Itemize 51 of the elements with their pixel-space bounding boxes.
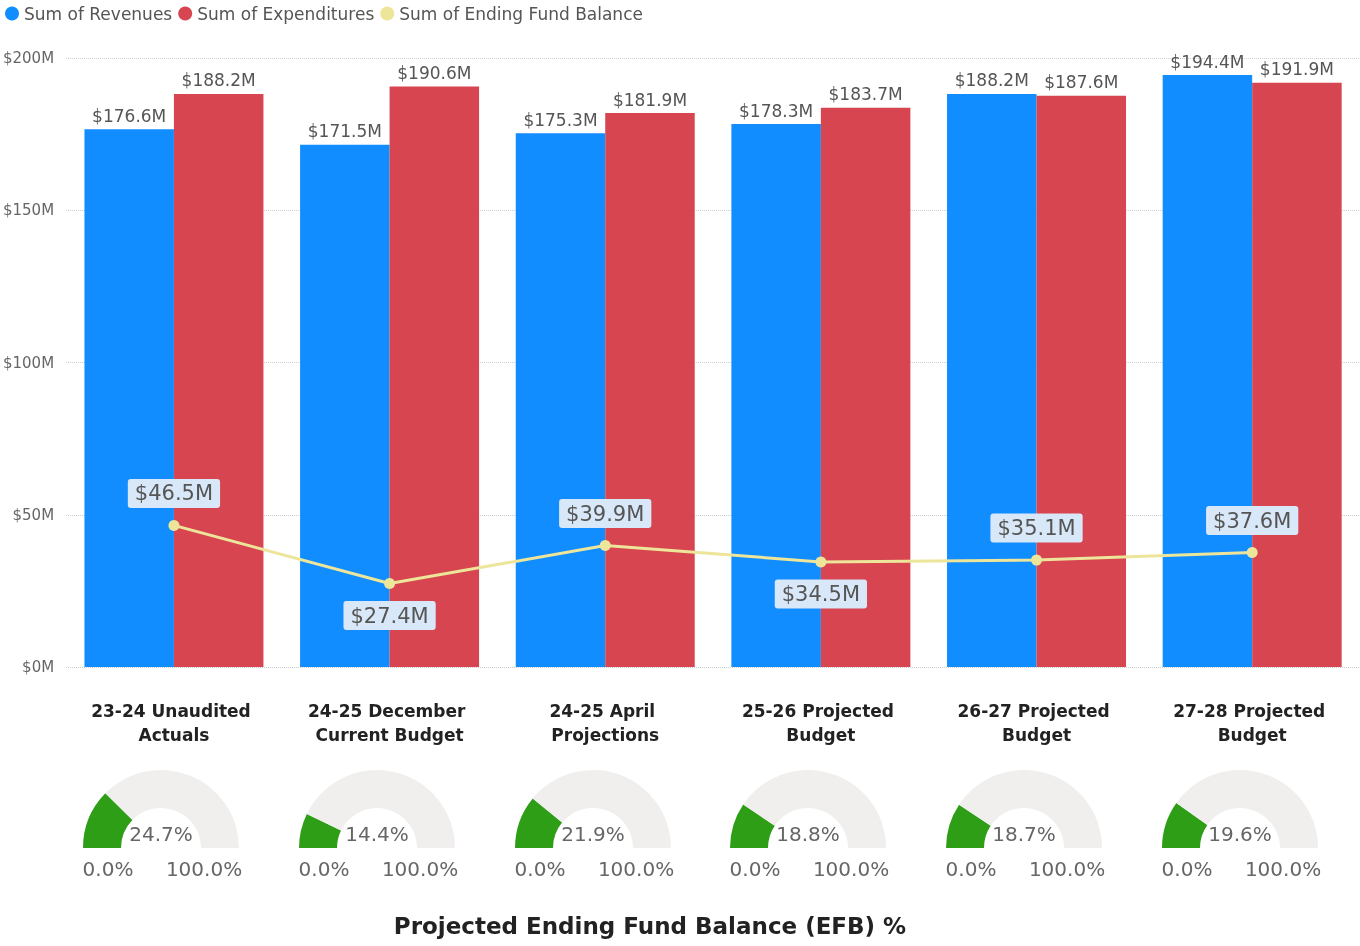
- data-label: $39.9M: [566, 501, 645, 526]
- text: 100.0%: [165, 857, 243, 881]
- x-tick-label: 26-27 Projected Budget: [957, 701, 1116, 745]
- text: 100.0%: [381, 857, 458, 881]
- data-label: $46.5M: [134, 481, 214, 506]
- y-tick-label: $100M: [2, 353, 55, 372]
- x-tick-label: 24-25 December Current Budget: [307, 701, 472, 745]
- data-label: $34.5M: [781, 581, 861, 606]
- data-label: $194.4M: [1170, 51, 1245, 72]
- data-label: $188.2M: [954, 70, 1029, 91]
- data-label: $178.3M: [739, 100, 814, 121]
- data-label: $181.9M: [612, 89, 688, 110]
- text: 100.0%: [1244, 857, 1322, 881]
- text: 24.7%: [129, 822, 193, 846]
- text: 0.0%: [730, 857, 781, 881]
- text: 100.0%: [813, 857, 890, 881]
- x-tick-label: 25-26 Projected Budget: [741, 701, 900, 745]
- data-label: $190.6M: [397, 63, 472, 84]
- text: 100.0%: [1029, 857, 1106, 881]
- y-tick-label: $200M: [2, 49, 55, 67]
- text: 0.0%: [82, 857, 134, 881]
- y-tick-label: $50M: [12, 505, 55, 524]
- data-label: $176.6M: [92, 105, 167, 126]
- text: 100.0%: [597, 857, 674, 881]
- legend-label: Sum of Ending Fund Balance: [399, 3, 643, 24]
- text: Projected Ending Fund Balance (EFB) %: [392, 913, 908, 939]
- data-label: $187.6M: [1044, 72, 1119, 93]
- text: 0.0%: [514, 857, 565, 881]
- text: 19.6%: [1208, 822, 1272, 846]
- data-label: $183.7M: [828, 84, 903, 105]
- x-tick-label: 23-24 Unaudited Actuals: [91, 701, 257, 745]
- data-label: $35.1M: [997, 516, 1076, 541]
- data-label: $191.9M: [1259, 59, 1334, 80]
- text: 21.9%: [560, 822, 625, 846]
- text: 18.7%: [992, 822, 1057, 846]
- legend-label: Sum of Expenditures: [197, 3, 375, 24]
- data-label: $171.5M: [307, 121, 382, 142]
- x-tick-label: 24-25 April Projections: [549, 701, 662, 745]
- text: 0.0%: [945, 857, 997, 881]
- legend-label: Sum of Revenues: [24, 3, 173, 24]
- y-tick-label: $0M: [22, 658, 55, 676]
- data-label: $37.6M: [1213, 508, 1292, 533]
- data-label: $188.2M: [181, 70, 256, 91]
- y-tick-label: $150M: [2, 201, 55, 220]
- text: 14.4%: [344, 822, 409, 846]
- data-label: $175.3M: [523, 109, 598, 130]
- text: 0.0%: [1161, 857, 1213, 881]
- data-label: $27.4M: [350, 603, 429, 628]
- x-tick-label: 27-28 Projected Budget: [1173, 701, 1332, 745]
- text: 0.0%: [298, 857, 350, 881]
- text: 18.8%: [776, 822, 841, 846]
